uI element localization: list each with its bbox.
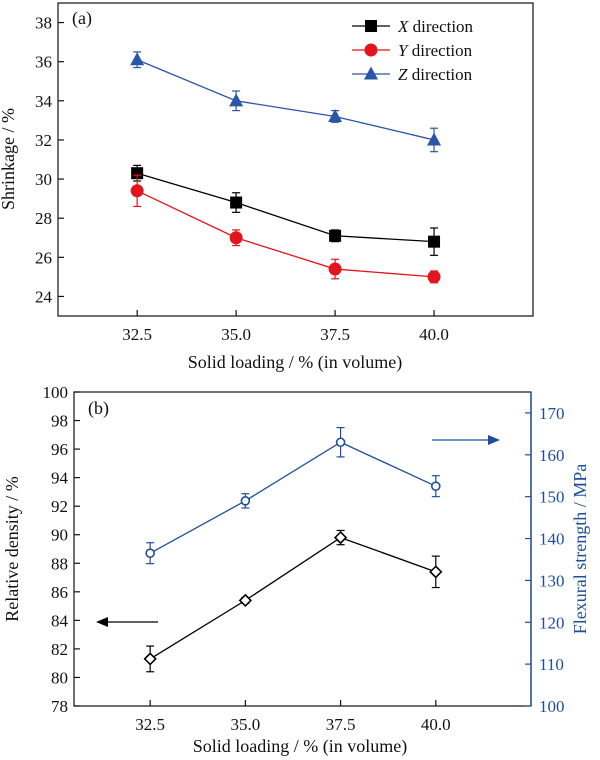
panel-b-series-right	[145, 426, 441, 565]
panel-b-data-point	[240, 496, 251, 506]
panel-a-series-1	[131, 164, 441, 256]
panel-b-left-y-tick-label: 78	[51, 697, 68, 716]
panel-b-x-tick-label: 40.0	[421, 715, 451, 734]
panel-b-series-line	[149, 441, 437, 554]
panel-a-legend-label: X direction	[397, 17, 474, 36]
panel-b-x-axis-label: Solid loading / % (in volume)	[193, 736, 407, 757]
panel-a-legend-rest: direction	[407, 65, 472, 84]
right-axis-arrow-head	[488, 435, 500, 445]
panel-a-legend-italic: Y	[398, 41, 409, 60]
panel-a-y-tick-label: 36	[35, 53, 52, 72]
panel-a-data-point	[328, 108, 343, 122]
panel-a-x-tick-label: 37.5	[320, 325, 350, 344]
panel-a-y-tick-label: 32	[35, 131, 52, 150]
panel-a-label: (a)	[72, 8, 92, 29]
panel-a-x-tick-label: 35.0	[221, 325, 251, 344]
panel-b-data-point	[430, 481, 441, 492]
panel-b-data-point	[143, 652, 157, 666]
panel-b-left-y-tick-label: 88	[51, 554, 68, 573]
panel-a-legend-italic: X	[397, 17, 409, 36]
panel-b-right-y-tick-label: 150	[539, 488, 565, 507]
panel-a-series-3	[130, 51, 442, 153]
panel-a-y-tick-label: 30	[35, 170, 52, 189]
panel-a-data-point	[130, 52, 145, 66]
panel-b-right-y-tick-label: 170	[539, 404, 565, 423]
panel-a-data-point	[229, 93, 244, 107]
panel-b-right-y-tick-label: 130	[539, 571, 565, 590]
panel-a-data-point	[329, 229, 342, 242]
panel-a-y-tick-label: 34	[35, 92, 53, 111]
panel-b-x-tick-label: 35.0	[231, 715, 261, 734]
panel-a-data-point	[131, 167, 144, 180]
panel-a-data-point	[230, 196, 243, 209]
panel-a-x-tick-label: 32.5	[122, 325, 152, 344]
panel-b-ticks: 78 80 82 84 86 88 90 92 94 96 98 100 100 110 120 130 140…	[43, 383, 565, 734]
panel-b-density-strength: (b) Solid loading / % (in volume) Relati…	[2, 383, 590, 757]
panel-a-x-axis-label: Solid loading / % (in volume)	[188, 352, 402, 373]
panel-b-series	[143, 426, 443, 673]
panel-b-left-y-tick-label: 98	[51, 412, 68, 431]
left-axis-arrow-head	[96, 617, 108, 627]
panel-a-data-point	[229, 231, 243, 245]
panel-a-legend-label: Z direction	[398, 65, 473, 84]
panel-b-data-point	[335, 437, 346, 448]
panel-a-y-tick-label: 28	[35, 209, 52, 228]
panel-a-data-point	[427, 132, 442, 146]
panel-a-legend-marker	[365, 20, 377, 32]
panel-a-series-line	[136, 190, 435, 278]
panel-a-data-point	[427, 270, 441, 284]
panel-b-left-y-tick-label: 84	[51, 611, 69, 630]
panel-a-plot-frame	[57, 2, 534, 317]
panel-b-right-y-tick-label: 100	[539, 697, 565, 716]
panel-a-y-tick-label: 24	[35, 287, 53, 306]
panel-a-data-point	[328, 262, 342, 276]
panel-a-legend-rest: direction	[408, 17, 473, 36]
panel-b-series-left	[143, 529, 443, 673]
panel-b-data-point	[333, 530, 348, 545]
panel-b-left-y-tick-label: 90	[51, 526, 68, 545]
panel-b-right-y-tick-label: 120	[539, 613, 565, 632]
panel-a-legend-rest: direction	[407, 41, 472, 60]
panel-b-left-y-tick-label: 100	[43, 383, 69, 402]
panel-a-ticks: 24 26 28 30 32 34 36 38 32.5 35.0 37.5 40.0	[35, 14, 449, 344]
panel-a-data-point	[130, 184, 144, 198]
panel-b-data-point	[145, 548, 155, 558]
panel-b-left-y-axis-label: Relative density / %	[2, 476, 22, 621]
panel-a-legend-marker	[364, 66, 378, 80]
panel-b-left-y-tick-label: 92	[51, 497, 68, 516]
panel-b-left-y-tick-label: 86	[51, 583, 68, 602]
panel-a-shrinkage: (a) Solid loading / % (in volume) Shrink…	[0, 2, 534, 373]
panel-b-series-line	[149, 536, 437, 660]
panel-a-series	[130, 51, 442, 284]
panel-a-y-tick-label: 26	[35, 248, 52, 267]
panel-b-right-y-tick-label: 160	[539, 446, 565, 465]
panel-b-arrows	[96, 435, 500, 627]
panel-a-legend-italic: Z	[398, 65, 408, 84]
panel-b-x-tick-label: 32.5	[135, 715, 165, 734]
panel-b-left-y-tick-label: 82	[51, 640, 68, 659]
panel-b-right-y-axis-label: Flexural strength / MPa	[570, 464, 590, 634]
panel-b-left-y-tick-label: 94	[51, 469, 69, 488]
panel-a-y-axis-label: Shrinkage / %	[0, 108, 18, 210]
panel-a-series-line	[136, 172, 435, 243]
panel-b-right-y-tick-label: 140	[539, 530, 565, 549]
panel-a-legend-label: Y direction	[398, 41, 473, 60]
panel-a-series-2	[130, 174, 441, 284]
panel-b-x-tick-label: 37.5	[326, 715, 356, 734]
panel-a-y-tick-label: 38	[35, 14, 52, 33]
panel-b-plot-frame	[73, 391, 532, 707]
panel-b-data-point	[238, 593, 253, 608]
panel-b-label: (b)	[88, 398, 109, 419]
panel-a-series-line	[136, 59, 435, 141]
panel-b-data-point	[429, 565, 443, 579]
panel-b-left-y-tick-label: 80	[51, 668, 68, 687]
panel-a-x-tick-label: 40.0	[419, 325, 449, 344]
panel-b-left-y-tick-label: 96	[51, 440, 68, 459]
panel-b-right-y-tick-label: 110	[539, 655, 564, 674]
panel-a-legend-marker	[364, 43, 378, 57]
panel-a-data-point	[428, 235, 441, 248]
